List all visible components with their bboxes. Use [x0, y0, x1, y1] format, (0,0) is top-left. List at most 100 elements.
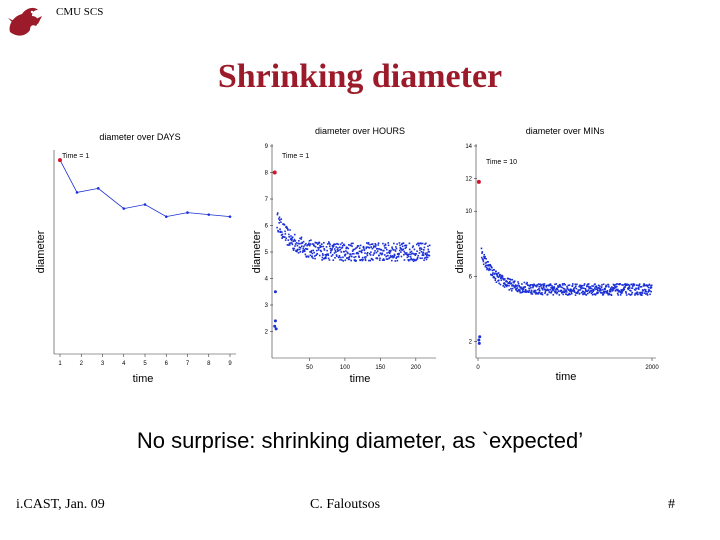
chart-hours-point	[321, 259, 323, 261]
chart-hours-point	[329, 251, 332, 254]
chart-mins-point	[615, 283, 617, 286]
chart-hours-point	[313, 251, 315, 254]
chart-mins-point	[614, 290, 617, 292]
chart-hours-point	[328, 241, 330, 243]
chart-hours-point	[285, 237, 288, 240]
chart-mins-point	[563, 282, 566, 285]
chart-hours-point	[377, 248, 379, 250]
chart-mins-point	[509, 280, 511, 283]
chart-mins-point	[648, 283, 651, 286]
chart-mins-annotation: Time = 10	[486, 159, 517, 166]
chart-mins-point	[549, 284, 552, 286]
chart-mins-point	[562, 291, 565, 294]
chart-hours-point	[410, 253, 412, 256]
chart-mins-point	[643, 283, 646, 286]
chart-mins-point	[593, 287, 596, 289]
chart-mins-point	[501, 276, 504, 278]
chart-mins-point	[576, 283, 578, 286]
chart-hours-point	[327, 257, 330, 260]
chart-mins-point	[630, 293, 633, 296]
chart-mins-point	[537, 293, 539, 295]
chart-mins-point	[556, 292, 558, 295]
chart-mins-point	[637, 288, 640, 290]
chart-days-point	[75, 191, 79, 194]
chart-mins-point	[530, 289, 533, 292]
chart-hours-point	[345, 257, 348, 259]
chart-hours-point	[358, 250, 361, 253]
chart-mins-point	[515, 287, 518, 290]
chart-hours-point	[422, 254, 425, 257]
chart-hours-point	[418, 247, 421, 250]
chart-hours-point	[412, 252, 414, 255]
chart-hours-point	[351, 250, 354, 252]
chart-mins-point	[603, 292, 605, 294]
chart-mins-point	[557, 285, 559, 287]
chart-hours-early-point	[273, 290, 277, 294]
chart-mins-point	[587, 285, 590, 288]
chart-mins: diameter over MINs diameter time Time = …	[454, 126, 659, 383]
chart-hours-point	[422, 251, 425, 254]
chart-days-point	[207, 213, 211, 216]
chart-mins-point	[609, 290, 612, 293]
chart-hours-point	[350, 255, 353, 258]
chart-mins-point	[508, 284, 510, 287]
chart-mins-point	[616, 289, 619, 292]
chart-hours-point	[409, 256, 412, 258]
chart-mins-point	[524, 288, 527, 291]
chart-hours-point	[334, 256, 336, 259]
chart-mins-early-point	[477, 338, 481, 342]
chart-mins-point	[534, 289, 537, 292]
chart-hours-point	[303, 245, 305, 248]
chart-hours-point	[385, 247, 387, 249]
chart-hours-point	[294, 243, 297, 245]
chart-hours-point	[347, 258, 350, 261]
chart-hours-point	[357, 245, 360, 247]
chart-hours-point	[304, 253, 307, 256]
chart-hours-point	[302, 240, 305, 243]
chart-hours-point	[370, 246, 372, 248]
chart-days-point	[164, 215, 168, 218]
chart-mins-point	[499, 274, 501, 276]
chart-mins-point	[594, 285, 597, 288]
chart-mins-point	[643, 292, 646, 294]
chart-hours-point	[381, 259, 384, 261]
chart-hours-point	[283, 236, 285, 238]
chart-mins-point	[507, 281, 510, 284]
chart-hours-point	[298, 242, 300, 245]
chart-hours-point	[311, 255, 313, 258]
chart-hours-point	[416, 250, 418, 252]
chart-hours-ytick-label: 3	[265, 303, 269, 309]
chart-mins-point	[535, 291, 538, 294]
chart-hours-point	[398, 242, 401, 244]
chart-mins-point	[531, 293, 534, 295]
chart-hours-point	[419, 257, 422, 259]
chart-hours-point	[385, 255, 387, 258]
chart-mins-point	[601, 284, 603, 286]
chart-mins-point	[592, 289, 594, 291]
chart-hours-point	[316, 253, 319, 255]
chart-mins-point	[622, 284, 624, 286]
chart-mins-point	[521, 283, 523, 285]
chart-hours-point	[345, 247, 348, 250]
chart-mins-point	[485, 261, 488, 264]
chart-mins-point	[544, 288, 547, 291]
chart-mins-point	[647, 284, 649, 287]
chart-hours-point	[391, 247, 394, 250]
chart-mins-point	[571, 289, 573, 292]
chart-hours-point	[378, 248, 381, 250]
chart-mins-point	[627, 283, 629, 286]
chart-hours-point	[358, 256, 360, 258]
chart-hours-point	[372, 254, 375, 256]
chart-mins-point	[553, 286, 555, 288]
chart-hours-point	[403, 250, 405, 253]
footer-author: C. Faloutsos	[310, 497, 381, 512]
chart-hours-point	[308, 242, 310, 245]
chart-mins-point	[481, 252, 483, 255]
chart-hours-point	[360, 251, 363, 254]
chart-hours-point	[373, 252, 376, 254]
chart-hours-point	[304, 244, 306, 246]
chart-hours-point	[325, 254, 328, 257]
chart-hours-point	[333, 248, 336, 250]
chart-hours-point	[411, 259, 414, 261]
chart-hours-point	[302, 249, 304, 252]
